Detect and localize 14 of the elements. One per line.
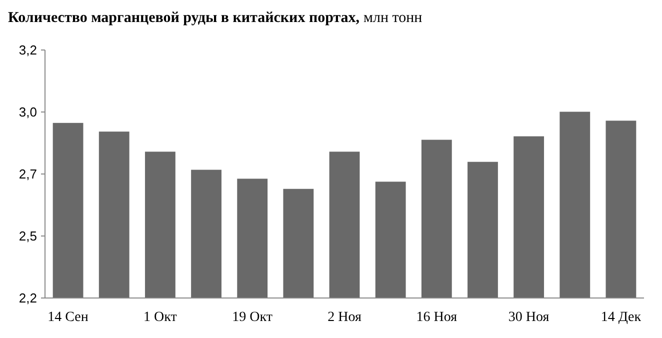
x-tick-label: 19 Окт [232,310,273,325]
x-tick-label: 1 Окт [144,310,177,325]
y-tick-label: 2,2 [18,290,37,306]
y-tick-label: 2,5 [18,228,37,244]
chart-title: Количество марганцевой руды в китайских портах, [8,10,360,26]
x-tick-label: 14 Сен [48,310,89,325]
x-tick-label: 2 Ноя [328,310,362,325]
y-tick-label: 2,7 [18,166,37,182]
x-tick-label: 16 Ноя [416,310,458,325]
x-tick-label: 30 Ноя [508,310,550,325]
chart-subtitle: млн тонн [364,10,422,26]
y-tick-label: 3,2 [18,42,37,58]
x-tick-label: 14 Дек [600,310,642,325]
y-tick-label: 3,0 [18,104,37,120]
